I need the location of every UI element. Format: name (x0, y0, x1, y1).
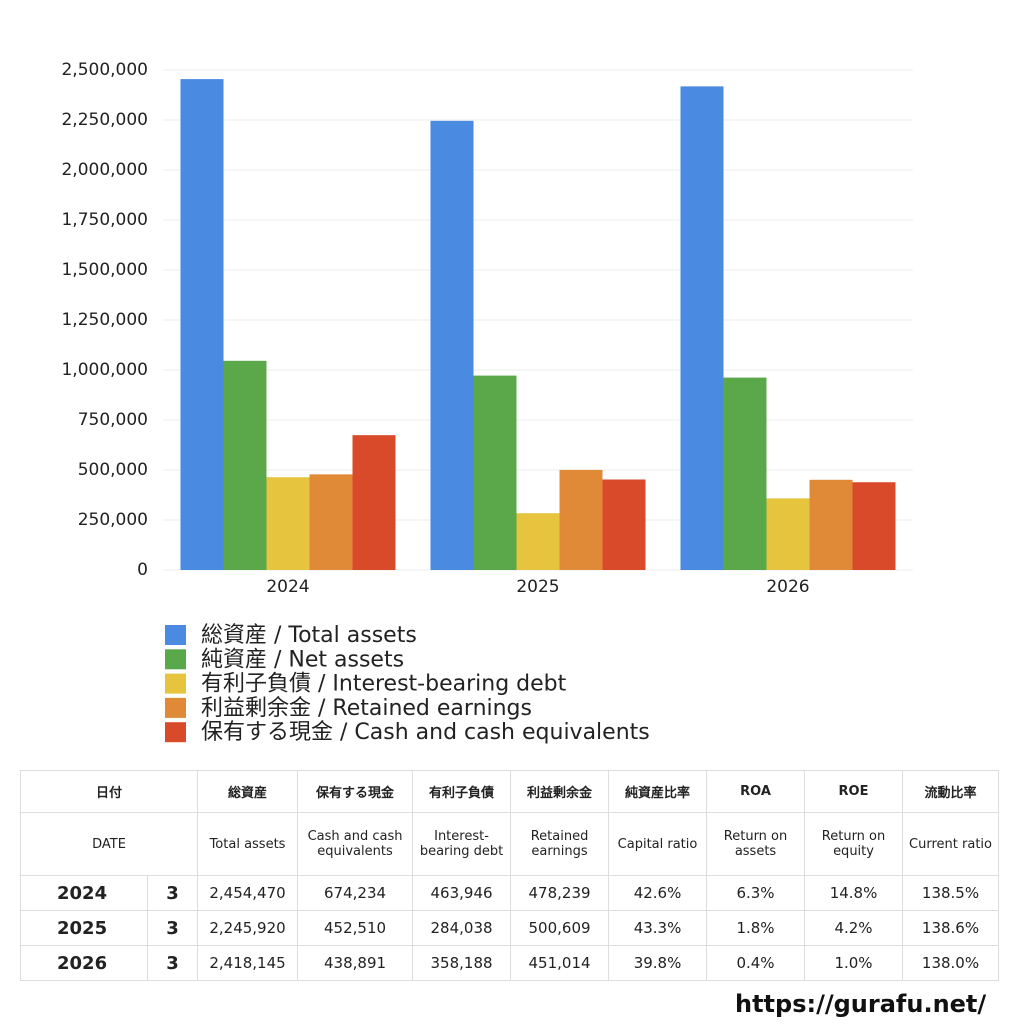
y-tick-label: 1,000,000 (61, 360, 148, 380)
header-cell: Total assets (197, 812, 299, 876)
data-cell: 42.6% (608, 875, 708, 911)
legend-label: 総資産 / Total assets (201, 623, 417, 648)
bar (266, 477, 310, 570)
header-cell: Cash and cash equivalents (297, 812, 414, 876)
bar (180, 79, 224, 570)
data-cell: 451,014 (510, 945, 610, 981)
data-cell: 14.8% (804, 875, 904, 911)
header-cell: 純資産比率 (608, 770, 708, 813)
bar (473, 375, 517, 570)
month-cell: 3 (146, 945, 199, 981)
chart: 0 250,000 500,000 750,000 1,000,000 1,250,000… (61, 60, 913, 745)
table-row: DATE Total assets Cash and cash equivalent… (19, 812, 1000, 876)
legend-swatch (165, 697, 186, 718)
legend-swatch (165, 673, 186, 694)
legend-swatch (165, 649, 186, 670)
legend-label: 保有する現金 / Cash and cash equivalents (201, 720, 650, 745)
data-cell: 0.4% (706, 945, 806, 981)
y-tick-label: 750,000 (78, 410, 148, 430)
data-cell: 2,454,470 (197, 875, 299, 911)
bar (809, 479, 853, 570)
table-row: 2026 3 2,418,145 438,891 358,188 451,014 39.8%… (20, 945, 1000, 981)
data-cell: 4.2% (804, 910, 904, 946)
x-tick-label: 2025 (516, 577, 559, 597)
data-cell: 39.8% (608, 945, 708, 981)
table-row: 2024 3 2,454,470 674,234 463,946 478,239 42.6%… (20, 875, 1000, 911)
data-cell: 138.0% (902, 945, 1000, 981)
data-cell: 138.5% (902, 875, 1000, 911)
y-tick-label: 250,000 (78, 510, 148, 530)
header-cell: DATE (19, 812, 199, 876)
header-cell: Current ratio (902, 812, 1000, 876)
y-tick-label: 2,250,000 (61, 110, 148, 130)
bar (309, 474, 353, 570)
data-cell: 284,038 (412, 910, 512, 946)
data-cell: 452,510 (297, 910, 414, 946)
table-row: 日付 総資産 保有する現金 有利子負債 利益剰余金 純資産比率 ROA ROE 流動比率 (19, 770, 1000, 813)
header-cell: ROE (804, 770, 904, 813)
table-row: 2025 3 2,245,920 452,510 284,038 500,609 43.3%… (20, 910, 1000, 946)
header-cell: 日付 (19, 770, 199, 813)
data-cell: 6.3% (706, 875, 806, 911)
data-cell: 1.0% (804, 945, 904, 981)
bar (430, 120, 474, 570)
year-cell: 2026 (20, 945, 148, 981)
bar (680, 86, 724, 570)
data-cell: 2,418,145 (197, 945, 299, 981)
x-tick-label: 2026 (766, 577, 809, 597)
header-cell: ROA (706, 770, 806, 813)
y-tick-label: 0 (137, 560, 148, 580)
month-cell: 3 (146, 875, 199, 911)
y-tick-label: 2,500,000 (61, 60, 148, 80)
bar (723, 377, 767, 570)
data-cell: 1.8% (706, 910, 806, 946)
legend-label: 有利子負債 / Interest-bearing debt (201, 672, 567, 697)
header-cell: Return on equity (804, 812, 904, 876)
data-table: 日付 総資産 保有する現金 有利子負債 利益剰余金 純資産比率 ROA ROE 流動比率 DATE… (19, 770, 1000, 981)
header-cell: 保有する現金 (297, 770, 414, 813)
bar (516, 513, 560, 570)
header-cell: Interest-bearing debt (412, 812, 512, 876)
y-tick-label: 1,250,000 (61, 310, 148, 330)
header-cell: 総資産 (197, 770, 299, 813)
data-cell: 2,245,920 (197, 910, 299, 946)
year-cell: 2024 (20, 875, 148, 911)
data-cell: 674,234 (297, 875, 414, 911)
data-cell: 138.6% (902, 910, 1000, 946)
y-tick-label: 1,750,000 (61, 210, 148, 230)
footer-url: https://gurafu.net/ (735, 990, 987, 1018)
legend-label: 純資産 / Net assets (201, 647, 404, 672)
bar (223, 360, 267, 570)
data-cell: 438,891 (297, 945, 414, 981)
x-tick-label: 2024 (266, 577, 309, 597)
y-tick-label: 2,000,000 (61, 160, 148, 180)
bar (559, 469, 603, 570)
header-cell: 有利子負債 (412, 770, 512, 813)
y-tick-label: 500,000 (78, 460, 148, 480)
data-cell: 358,188 (412, 945, 512, 981)
legend-label: 利益剰余金 / Retained earnings (201, 696, 532, 721)
bar (852, 482, 896, 570)
legend-swatch (165, 625, 186, 645)
header-cell: 流動比率 (902, 770, 1000, 813)
legend-swatch (165, 722, 186, 743)
bar (766, 498, 810, 570)
y-tick-label: 1,500,000 (61, 260, 148, 280)
data-cell: 478,239 (510, 875, 610, 911)
bar (352, 435, 396, 570)
header-cell: Retained earnings (510, 812, 610, 876)
header-cell: 利益剰余金 (510, 770, 610, 813)
header-cell: Return on assets (706, 812, 806, 876)
header-cell: Capital ratio (608, 812, 708, 876)
data-cell: 43.3% (608, 910, 708, 946)
data-cell: 500,609 (510, 910, 610, 946)
data-cell: 463,946 (412, 875, 512, 911)
year-cell: 2025 (20, 910, 148, 946)
month-cell: 3 (146, 910, 199, 946)
bar (602, 479, 646, 570)
